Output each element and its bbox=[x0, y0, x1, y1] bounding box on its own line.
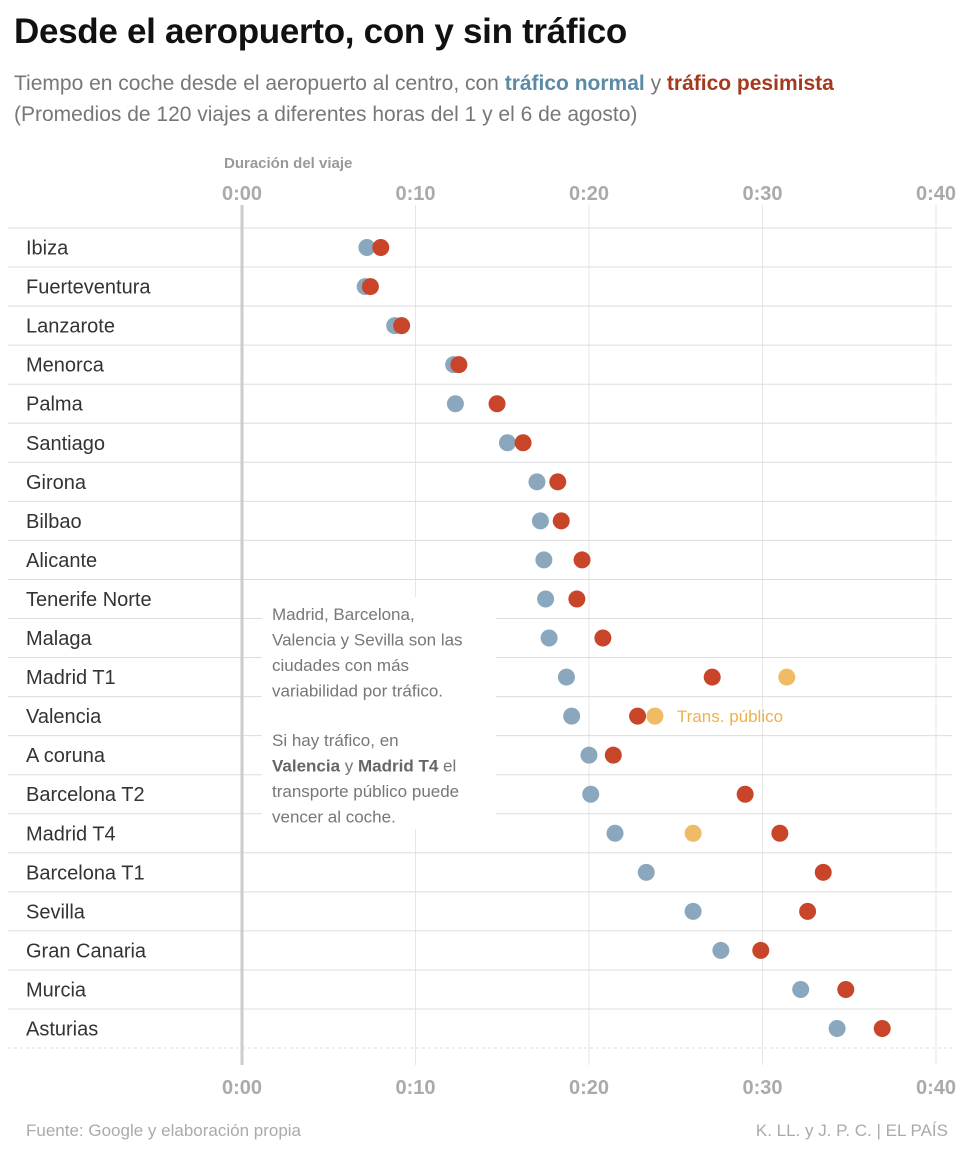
dot-pessimistic-traffic bbox=[514, 434, 532, 452]
category-label: Malaga bbox=[26, 628, 92, 650]
dot-pessimistic-traffic bbox=[552, 512, 570, 530]
dot-normal-traffic bbox=[563, 707, 581, 725]
dot-pessimistic-traffic bbox=[361, 278, 379, 296]
dot-normal-traffic bbox=[498, 434, 516, 452]
source-note: Fuente: Google y elaboración propia bbox=[26, 1121, 302, 1140]
annotation-text: ciudades con más bbox=[272, 656, 409, 675]
dot-public-transport bbox=[646, 707, 664, 725]
category-label: Bilbao bbox=[26, 511, 82, 533]
annotation-text: transporte público puede bbox=[272, 782, 459, 801]
x-tick-label-bottom: 0:30 bbox=[742, 1077, 782, 1099]
subtitle-intro: Tiempo en coche desde el aeropuerto al c… bbox=[14, 72, 505, 95]
dot-normal-traffic bbox=[792, 980, 810, 998]
category-label: Girona bbox=[26, 472, 87, 494]
dot-pessimistic-traffic bbox=[549, 473, 567, 491]
chart-title: Desde el aeropuerto, con y sin tráfico bbox=[14, 12, 627, 51]
x-tick-label-bottom: 0:40 bbox=[916, 1077, 956, 1099]
category-label: Tenerife Norte bbox=[26, 589, 152, 611]
dot-normal-traffic bbox=[684, 902, 702, 920]
dot-normal-traffic bbox=[557, 668, 575, 686]
dot-pessimistic-traffic bbox=[771, 824, 789, 842]
annotation-text: Valencia y Sevilla son las bbox=[272, 631, 463, 650]
dot-pessimistic-traffic bbox=[703, 668, 721, 686]
dot-normal-traffic bbox=[540, 629, 558, 647]
x-tick-label-bottom: 0:10 bbox=[395, 1077, 435, 1099]
annotation-text: Madrid, Barcelona, bbox=[272, 605, 415, 624]
category-label: Barcelona T1 bbox=[26, 862, 145, 884]
annotation-bold: Madrid T4 bbox=[358, 757, 439, 776]
x-tick-label-bottom: 0:20 bbox=[569, 1077, 609, 1099]
category-label: A coruna bbox=[26, 745, 106, 767]
category-label: Alicante bbox=[26, 550, 97, 572]
category-label: Palma bbox=[26, 394, 84, 416]
dot-pessimistic-traffic bbox=[873, 1020, 891, 1038]
annotation-text: vencer al coche. bbox=[272, 808, 396, 827]
category-label: Santiago bbox=[26, 433, 105, 455]
dot-pessimistic-traffic bbox=[488, 395, 506, 413]
legend-pessimistic-traffic: tráfico pesimista bbox=[666, 72, 834, 95]
dot-normal-traffic bbox=[358, 239, 376, 257]
dot-normal-traffic bbox=[828, 1020, 846, 1038]
dot-normal-traffic bbox=[528, 473, 546, 491]
dot-normal-traffic bbox=[637, 863, 655, 881]
category-label: Lanzarote bbox=[26, 316, 115, 338]
chart-subtitle: Tiempo en coche desde el aeropuerto al c… bbox=[14, 68, 974, 130]
dot-pessimistic-traffic bbox=[393, 317, 411, 335]
dot-pessimistic-traffic bbox=[568, 590, 586, 608]
category-label: Asturias bbox=[26, 1019, 98, 1041]
dot-normal-traffic bbox=[537, 590, 555, 608]
annotation-bold: Valencia bbox=[272, 757, 341, 776]
category-label: Ibiza bbox=[26, 238, 69, 260]
x-axis-label: Duración del viaje bbox=[224, 155, 352, 172]
dot-normal-traffic bbox=[580, 746, 598, 764]
dot-pessimistic-traffic bbox=[736, 785, 754, 803]
dot-pessimistic-traffic bbox=[799, 902, 817, 920]
dot-public-transport bbox=[684, 824, 702, 842]
dot-pessimistic-traffic bbox=[594, 629, 612, 647]
subtitle-note: (Promedios de 120 viajes a diferentes ho… bbox=[14, 103, 638, 126]
dot-pessimistic-traffic bbox=[573, 551, 591, 569]
category-label: Sevilla bbox=[26, 901, 86, 923]
dot-normal-traffic bbox=[712, 941, 730, 959]
x-tick-label-top: 0:20 bbox=[569, 183, 609, 205]
credit-note: K. LL. y J. P. C. | EL PAÍS bbox=[755, 1121, 948, 1140]
category-label: Gran Canaria bbox=[26, 940, 147, 962]
category-label: Barcelona T2 bbox=[26, 784, 145, 806]
category-label: Madrid T1 bbox=[26, 667, 116, 689]
dot-normal-traffic bbox=[582, 785, 600, 803]
category-label: Menorca bbox=[26, 355, 105, 377]
x-tick-label-top: 0:30 bbox=[742, 183, 782, 205]
annotation-text: Si hay tráfico, en bbox=[272, 731, 399, 750]
annotation-box bbox=[262, 597, 496, 829]
dot-normal-traffic bbox=[535, 551, 553, 569]
legend-normal-traffic: tráfico normal bbox=[504, 72, 645, 95]
dot-pessimistic-traffic bbox=[604, 746, 622, 764]
x-tick-label-top: 0:00 bbox=[222, 183, 262, 205]
annotation-normal: el bbox=[438, 757, 456, 776]
dot-normal-traffic bbox=[446, 395, 464, 413]
x-tick-label-bottom: 0:00 bbox=[222, 1077, 262, 1099]
x-tick-label-top: 0:40 bbox=[916, 183, 956, 205]
dot-pessimistic-traffic bbox=[752, 941, 770, 959]
annotation-normal: y bbox=[340, 757, 358, 776]
x-tick-label-top: 0:10 bbox=[395, 183, 435, 205]
category-label: Valencia bbox=[26, 706, 102, 728]
dot-pessimistic-traffic bbox=[814, 863, 832, 881]
annotation-text: variabilidad por tráfico. bbox=[272, 682, 443, 701]
dot-normal-traffic bbox=[531, 512, 549, 530]
category-label: Madrid T4 bbox=[26, 823, 116, 845]
dot-normal-traffic bbox=[606, 824, 624, 842]
dot-pessimistic-traffic bbox=[837, 980, 855, 998]
dot-pessimistic-traffic bbox=[450, 356, 468, 374]
public-transport-label: Trans. público bbox=[677, 707, 783, 726]
dot-pessimistic-traffic bbox=[372, 239, 390, 257]
dot-public-transport bbox=[778, 668, 796, 686]
category-label: Murcia bbox=[26, 979, 87, 1001]
subtitle-connector: y bbox=[644, 72, 667, 95]
category-label: Fuerteventura bbox=[26, 277, 151, 299]
annotation-text: Valencia y Madrid T4 el bbox=[272, 757, 456, 776]
dot-pessimistic-traffic bbox=[629, 707, 647, 725]
